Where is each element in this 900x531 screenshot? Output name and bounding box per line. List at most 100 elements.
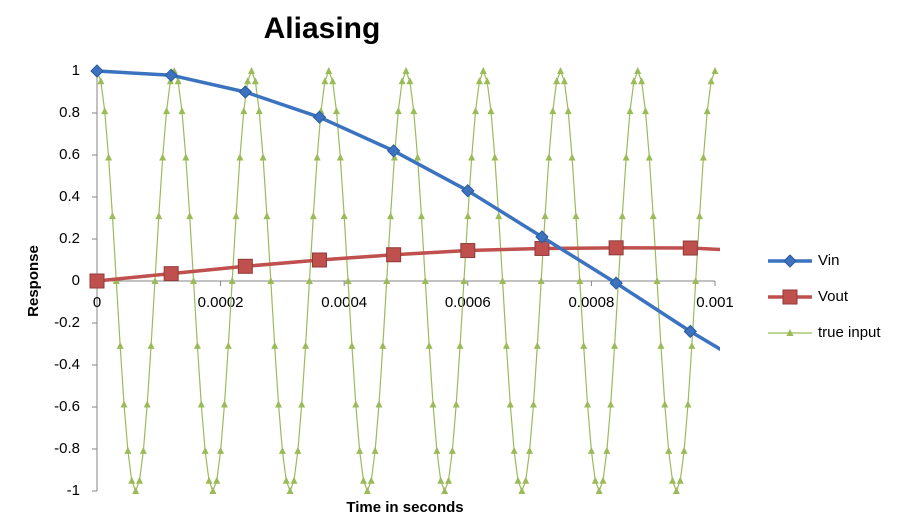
- marker-triangle: [108, 212, 116, 220]
- marker-triangle: [560, 77, 568, 85]
- series-line: [96, 69, 720, 352]
- marker-triangle: [174, 77, 182, 85]
- marker-triangle: [394, 107, 402, 115]
- marker-triangle: [522, 476, 530, 484]
- plot-area: [89, 64, 771, 494]
- marker-triangle: [379, 341, 387, 349]
- marker-square: [608, 240, 624, 256]
- marker-triangle: [676, 476, 684, 484]
- marker-triangle: [696, 212, 704, 220]
- marker-triangle: [657, 341, 665, 349]
- marker-triangle: [599, 476, 607, 484]
- marker-square: [237, 258, 253, 274]
- marker-triangle: [251, 77, 259, 85]
- marker-triangle: [267, 277, 275, 284]
- marker-triangle: [421, 277, 429, 284]
- marker-triangle: [139, 446, 147, 454]
- marker-triangle: [649, 212, 657, 220]
- marker-triangle: [502, 341, 510, 349]
- marker-triangle: [661, 400, 669, 408]
- marker-triangle: [228, 277, 236, 284]
- marker-triangle: [205, 476, 213, 484]
- marker-triangle: [217, 446, 225, 454]
- marker-triangle: [680, 446, 688, 454]
- marker-triangle: [329, 77, 337, 85]
- marker-triangle: [595, 487, 603, 494]
- marker-triangle: [143, 400, 151, 408]
- marker-triangle: [163, 107, 171, 115]
- chart-title: Aliasing: [264, 12, 381, 45]
- x-tick-label: 0.0002: [198, 294, 244, 311]
- marker-diamond: [609, 276, 623, 290]
- marker-diamond: [783, 254, 797, 268]
- marker-triangle: [398, 77, 406, 85]
- marker-diamond: [238, 85, 253, 99]
- x-tick-label: 0.0004: [321, 294, 367, 311]
- marker-triangle: [375, 400, 383, 408]
- marker-triangle: [603, 446, 611, 454]
- marker-triangle: [224, 341, 232, 349]
- marker-triangle: [220, 400, 228, 408]
- marker-triangle: [545, 153, 553, 161]
- marker-triangle: [672, 487, 680, 494]
- marker-triangle: [244, 77, 252, 85]
- marker-triangle: [514, 476, 522, 484]
- marker-triangle: [529, 400, 537, 408]
- marker-diamond: [461, 183, 475, 198]
- marker-triangle: [518, 487, 526, 494]
- legend-label: Vin: [818, 252, 839, 269]
- marker-diamond: [683, 324, 697, 339]
- marker-triangle: [255, 107, 263, 115]
- marker-square: [311, 252, 327, 268]
- marker-triangle: [634, 67, 642, 74]
- marker-triangle: [290, 476, 298, 484]
- marker-square: [757, 245, 771, 259]
- x-tick-label: 0: [93, 294, 101, 311]
- y-axis-label: Response: [25, 245, 42, 317]
- marker-triangle: [491, 153, 499, 161]
- marker-triangle: [344, 277, 352, 284]
- marker-diamond: [758, 370, 770, 382]
- marker-triangle: [483, 77, 491, 85]
- marker-triangle: [402, 67, 410, 74]
- marker-triangle: [116, 341, 124, 349]
- marker-triangle: [135, 476, 143, 484]
- marker-triangle: [448, 446, 456, 454]
- marker-square: [89, 273, 105, 289]
- marker-triangle: [367, 476, 375, 484]
- marker-triangle: [495, 212, 503, 220]
- marker-triangle: [441, 487, 449, 494]
- marker-triangle: [638, 77, 646, 85]
- marker-diamond: [535, 230, 549, 244]
- marker-triangle: [607, 400, 615, 408]
- y-tick-label: -1: [67, 482, 80, 499]
- marker-triangle: [499, 277, 507, 284]
- marker-triangle: [213, 476, 221, 484]
- marker-triangle: [190, 277, 198, 284]
- marker-triangle: [506, 400, 514, 408]
- marker-triangle: [97, 77, 105, 85]
- marker-triangle: [425, 341, 433, 349]
- marker-triangle: [537, 277, 545, 284]
- marker-triangle: [444, 476, 452, 484]
- marker-triangle: [572, 212, 580, 220]
- marker-triangle: [460, 277, 468, 284]
- marker-diamond: [312, 110, 327, 124]
- marker-triangle: [641, 107, 649, 115]
- marker-triangle: [147, 341, 155, 349]
- marker-triangle: [387, 212, 395, 220]
- marker-triangle: [576, 277, 584, 284]
- marker-diamond: [164, 68, 178, 82]
- marker-triangle: [309, 212, 317, 220]
- marker-triangle: [151, 277, 159, 284]
- marker-triangle: [390, 153, 398, 161]
- x-tick-label: 0.0008: [568, 294, 614, 311]
- y-tick-label: 0.4: [59, 188, 80, 205]
- marker-triangle: [209, 487, 217, 494]
- marker-triangle: [591, 476, 599, 484]
- marker-triangle: [564, 107, 572, 115]
- marker-square: [460, 243, 476, 259]
- marker-square: [386, 247, 402, 263]
- marker-triangle: [193, 341, 201, 349]
- marker-triangle: [580, 341, 588, 349]
